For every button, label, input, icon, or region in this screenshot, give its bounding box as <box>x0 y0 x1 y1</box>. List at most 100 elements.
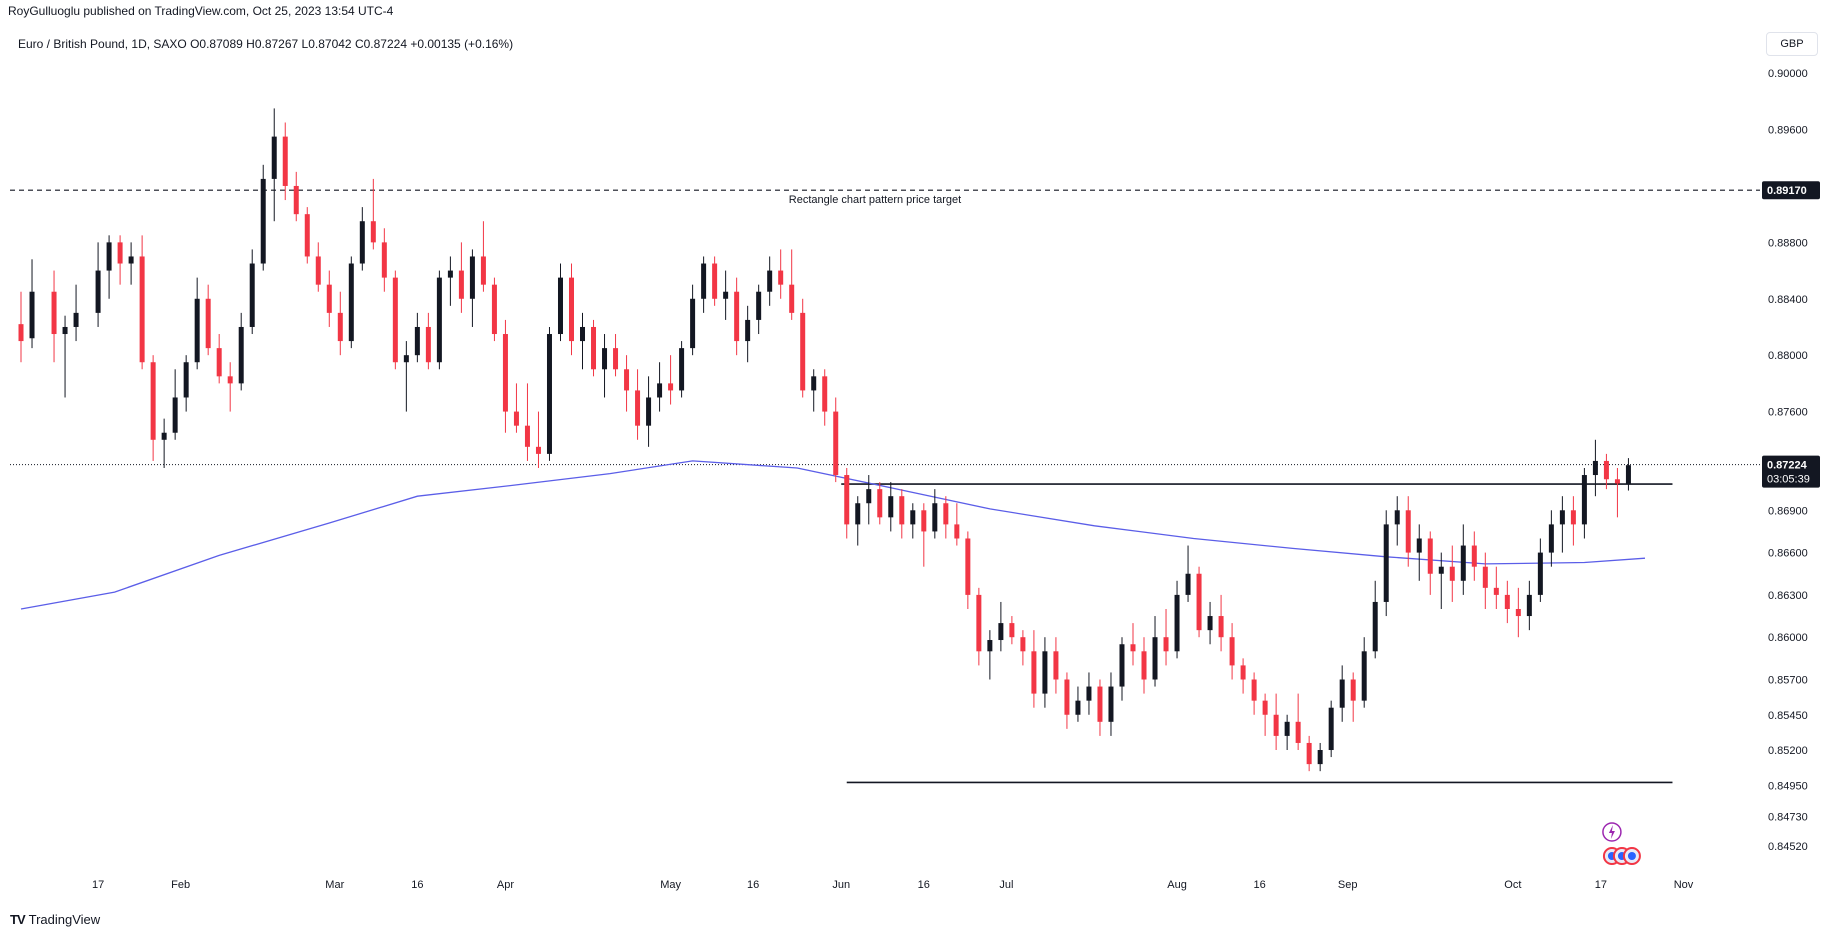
candle-body <box>1020 637 1026 652</box>
candle <box>1405 496 1411 567</box>
candle-body <box>1317 750 1323 765</box>
candle-body <box>734 291 740 342</box>
candle <box>458 242 464 313</box>
candle-body <box>480 256 486 285</box>
candle-body <box>546 334 552 454</box>
candle-body <box>172 397 178 433</box>
candle-body <box>1108 686 1114 722</box>
candle <box>249 249 255 335</box>
candle-body <box>1548 524 1554 553</box>
price-tick-label: 0.84520 <box>1768 841 1808 853</box>
candle <box>1515 587 1521 638</box>
candle <box>381 228 387 292</box>
candle-body <box>580 326 586 342</box>
time-axis[interactable]: 17 Feb Mar 16 Apr May 16 Jun 16 Jul Aug 16 Sep Oct 17 N… <box>92 879 1694 891</box>
price-tick-label: 0.85200 <box>1768 745 1808 757</box>
candle <box>1625 458 1631 491</box>
price-tick-label: 0.86900 <box>1768 505 1808 517</box>
candle <box>1218 594 1224 652</box>
price-axis[interactable]: 0.90000 0.89600 0.88800 0.88400 0.88000 0.876… <box>1762 68 1820 853</box>
candle <box>1438 552 1444 609</box>
tradingview-logo[interactable]: TV TradingView <box>10 912 100 927</box>
candle-body <box>337 312 343 342</box>
candle <box>1031 630 1037 708</box>
candle-body <box>701 263 707 299</box>
candle <box>1449 545 1455 602</box>
time-tick-label: Nov <box>1674 879 1694 891</box>
time-tick-label: 16 <box>411 879 423 891</box>
candle <box>899 489 905 539</box>
candle-body <box>877 489 883 518</box>
symbol-close: C0.87224 <box>354 37 407 51</box>
candle <box>811 369 817 412</box>
candle-body <box>414 326 420 356</box>
symbol-change: +0.00135 (+0.16%) <box>410 37 514 51</box>
candle <box>95 242 101 327</box>
candle <box>447 256 453 306</box>
candle-body <box>392 277 398 363</box>
candle-body <box>1119 644 1125 687</box>
candle <box>789 249 795 320</box>
candle-body <box>348 263 354 342</box>
candle <box>954 503 960 546</box>
candle <box>337 291 343 356</box>
candle <box>348 256 354 349</box>
candle-body <box>381 242 387 278</box>
candle-body <box>1262 700 1268 715</box>
candle <box>161 418 167 468</box>
candle <box>1372 580 1378 659</box>
candle <box>1185 545 1191 602</box>
candle <box>1350 672 1356 722</box>
candle-body <box>1174 594 1180 652</box>
candle-body <box>293 185 299 215</box>
candle <box>535 411 541 468</box>
candle-body <box>1592 460 1598 476</box>
time-tick-label: 17 <box>92 879 104 891</box>
price-tick-label: 0.86000 <box>1768 632 1808 644</box>
candle-body <box>965 538 971 595</box>
candle-body <box>106 242 112 271</box>
candle <box>1207 601 1213 645</box>
candle-body <box>1031 651 1037 694</box>
candle <box>976 587 982 666</box>
candle-body <box>921 510 927 532</box>
candle-body <box>95 270 101 313</box>
price-chart[interactable]: Rectangle chart pattern price target 0.9… <box>0 22 1835 906</box>
candle-body <box>370 221 376 243</box>
candle <box>1196 566 1202 638</box>
candle <box>1273 693 1279 751</box>
candle <box>756 284 762 335</box>
candle <box>491 277 497 342</box>
candle-body <box>745 319 751 342</box>
candle <box>712 256 718 306</box>
candle-body <box>315 256 321 285</box>
time-tick-label: Aug <box>1167 879 1187 891</box>
candle <box>502 319 508 433</box>
candle <box>568 263 574 356</box>
candle <box>194 277 200 370</box>
candle-body <box>998 623 1004 641</box>
price-tick-label: 0.84950 <box>1768 780 1808 792</box>
candle-body <box>723 291 729 299</box>
candle-body <box>535 446 541 454</box>
candle-body <box>1383 524 1389 602</box>
candle <box>635 369 641 440</box>
candle <box>1471 531 1477 581</box>
candle-body <box>1042 651 1048 694</box>
candle-body <box>1185 573 1191 595</box>
candle-body <box>469 256 475 299</box>
candle <box>227 362 233 412</box>
candle <box>965 531 971 609</box>
time-tick-label: Jun <box>832 879 850 891</box>
candle <box>1460 524 1466 595</box>
symbol-info: Euro / British Pound, 1D, SAXO O0.87089 … <box>18 37 513 51</box>
currency-button[interactable]: GBP <box>1766 32 1818 56</box>
candle <box>271 108 277 222</box>
candle <box>877 482 883 525</box>
candle <box>183 355 189 412</box>
candle <box>425 312 431 370</box>
lightning-icon-glyph <box>1608 825 1615 839</box>
symbol-high: H0.87267 <box>246 37 299 51</box>
candle <box>657 362 663 412</box>
candle <box>1482 552 1488 609</box>
